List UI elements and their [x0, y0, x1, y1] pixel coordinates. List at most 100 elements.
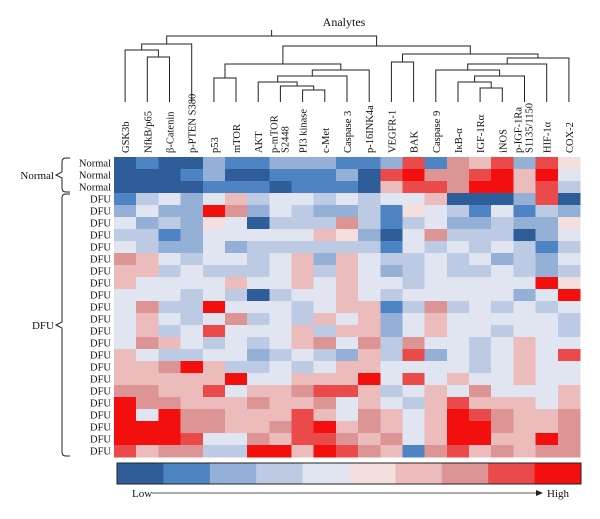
heatmap-cell [247, 313, 270, 326]
heatmap-cell [202, 277, 226, 290]
heatmap-cell [446, 445, 470, 458]
heatmap-cell [424, 385, 448, 398]
heatmap-cell [380, 157, 403, 170]
heatmap-cell [446, 325, 470, 338]
heatmap-cell [180, 169, 204, 182]
heatmap-cell [491, 325, 514, 338]
heatmap-cell [202, 397, 226, 410]
row-label: Normal [79, 183, 111, 194]
dendrogram-branch [213, 77, 237, 98]
heatmap-cell [535, 229, 559, 242]
heatmap-cell [335, 229, 359, 242]
heatmap-cell [269, 337, 292, 350]
heatmap-cell [557, 277, 581, 290]
heatmap-cell [469, 157, 492, 170]
heatmap-cell [358, 349, 381, 362]
heatmap-cell [269, 277, 292, 290]
heatmap-cell [491, 313, 514, 326]
heatmap-grid [114, 157, 581, 458]
row-label: DFU [90, 435, 111, 446]
heatmap-cell [358, 385, 381, 398]
heatmap-cell [114, 397, 137, 410]
column-label: p-PTEN S380 [188, 94, 199, 153]
heatmap-cell [247, 349, 270, 362]
heatmap-cell [269, 157, 292, 170]
heatmap-cell [158, 433, 181, 446]
heatmap-cell [535, 409, 559, 422]
heatmap-cell [446, 361, 470, 374]
heatmap-cell [557, 205, 581, 218]
heatmap-cell [247, 193, 270, 206]
heatmap-cell [446, 433, 470, 446]
heatmap-cell [358, 445, 381, 458]
heatmap-cell [313, 157, 337, 170]
heatmap-cell [557, 301, 581, 314]
heatmap-cell [513, 313, 537, 326]
heatmap-cell [224, 325, 248, 338]
heatmap-cell [469, 385, 492, 398]
heatmap-cell [247, 409, 270, 422]
heatmap-cell [513, 205, 537, 218]
heatmap-cell [335, 337, 359, 350]
heatmap-cell [180, 313, 204, 326]
heatmap-cell [247, 217, 270, 230]
heatmap-cell [247, 181, 270, 194]
heatmap-cell [402, 241, 426, 254]
heatmap-cell [469, 181, 492, 194]
heatmap-cell [358, 361, 381, 374]
heatmap-cell [202, 313, 226, 326]
heatmap-cell [269, 445, 292, 458]
heatmap-cell [313, 445, 337, 458]
heatmap-cell [136, 397, 159, 410]
heatmap-cell [535, 433, 559, 446]
heatmap-cell [313, 337, 337, 350]
heatmap-cell [247, 397, 270, 410]
heatmap-cell [269, 325, 292, 338]
heatmap-cell [358, 421, 381, 434]
heatmap-cell [402, 445, 426, 458]
heatmap-cell [557, 385, 581, 398]
row-label: DFU [90, 375, 111, 386]
heatmap-cell [202, 229, 226, 242]
legend-swatch [163, 463, 211, 484]
heatmap-cell [380, 301, 403, 314]
heatmap-cell [158, 397, 181, 410]
heatmap-cell [557, 241, 581, 254]
heatmap-cell [358, 301, 381, 314]
heatmap-cell [291, 301, 315, 314]
dendrogram-branch [277, 75, 348, 98]
legend-swatch [488, 463, 535, 484]
heatmap-cell [446, 217, 470, 230]
heatmap-cell [224, 385, 248, 398]
heatmap-cell [424, 301, 448, 314]
heatmap-cell [136, 349, 159, 362]
heatmap-cell [136, 241, 159, 254]
heatmap-cell [158, 241, 181, 254]
row-label: DFU [90, 387, 111, 398]
heatmap-cell [358, 277, 381, 290]
heatmap-cell [469, 325, 492, 338]
heatmap-cell [557, 229, 581, 242]
heatmap-cell [180, 325, 204, 338]
heatmap-cell [402, 157, 426, 170]
heatmap-cell [158, 277, 181, 290]
heatmap-cell [402, 433, 426, 446]
heatmap-cell [402, 277, 426, 290]
heatmap-cell [313, 349, 337, 362]
heatmap-cell [313, 229, 337, 242]
heatmap-cell [335, 157, 359, 170]
heatmap-cell [269, 349, 292, 362]
heatmap-cell [202, 373, 226, 386]
heatmap-cell [136, 217, 159, 230]
heatmap-cell [114, 337, 137, 350]
heatmap-cell [224, 277, 248, 290]
heatmap-cell [535, 181, 559, 194]
heatmap-cell [380, 169, 403, 182]
row-label: DFU [90, 219, 111, 230]
heatmap-cell [269, 229, 292, 242]
heatmap-cell [180, 385, 204, 398]
dendrogram-branch [279, 85, 315, 98]
heatmap-cell [513, 265, 537, 278]
heatmap-cell [358, 253, 381, 266]
column-label: IκB-α [454, 128, 465, 153]
